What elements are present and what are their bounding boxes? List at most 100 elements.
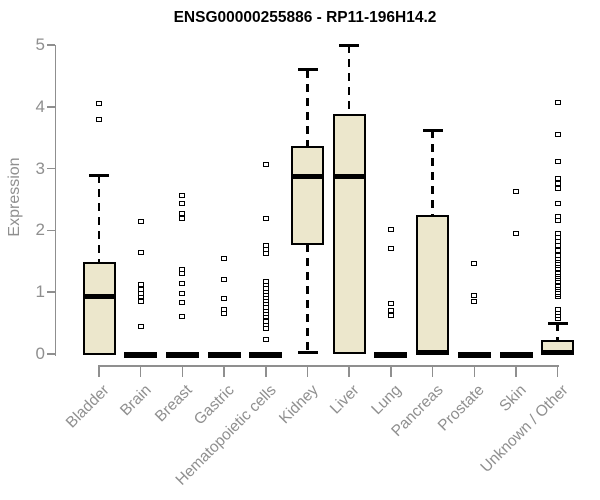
outlier-point [387,227,394,233]
collapsed-box [457,352,491,358]
outlier-point [221,255,228,261]
box [332,113,366,354]
y-axis-label: Expression [6,157,23,237]
x-axis-tick [181,365,184,377]
chart-title: ENSG00000255886 - RP11-196H14.2 [173,9,437,26]
collapsed-box [124,352,158,358]
upper-whisker-cap [547,321,568,325]
y-axis-tick [47,44,55,46]
median-line [541,350,575,356]
outlier-point [262,319,269,325]
outlier-point [554,175,561,181]
outlier-point [179,300,186,306]
outlier-point [96,116,102,122]
outlier-point [471,260,478,266]
outlier-point [387,245,394,251]
outlier-point [179,215,186,221]
y-axis-tick [47,106,55,108]
outlier-point [554,185,561,191]
lower-whisker-cap [297,351,318,355]
median-line [332,173,366,179]
x-axis-tick [306,365,309,377]
y-axis-line [54,44,56,356]
outlier-point [137,287,144,293]
outlier-point [387,312,394,318]
outlier-point [554,180,561,186]
y-tick-label: 3 [35,158,45,178]
outlier-point [221,311,228,317]
x-axis-line [98,365,559,367]
box [82,261,116,355]
outlier-point [554,239,561,245]
outlier-point [137,218,144,224]
y-axis-tick [47,167,55,170]
outlier-point [387,301,394,307]
outlier-point [262,251,269,257]
box [416,215,450,355]
outlier-point [554,218,561,223]
outlier-point [262,242,269,248]
collapsed-box [374,352,408,358]
outlier-point [179,266,186,272]
y-tick-label: 1 [35,282,45,302]
x-axis-tick [473,365,476,377]
outlier-point [262,162,269,168]
outlier-point [513,230,519,236]
upper-whisker-cap [422,128,443,132]
upper-whisker-cap [89,173,109,177]
outlier-point [554,307,561,312]
outlier-point [179,200,186,206]
y-axis-tick [47,353,55,355]
x-axis-tick [390,365,392,377]
outlier-point [179,211,186,217]
outlier-point [179,290,186,296]
y-axis-tick [47,291,55,293]
median-line [291,173,324,179]
collapsed-box [165,352,199,358]
x-axis-tick [98,365,100,377]
upper-whisker-cap [339,43,360,47]
outlier-point [179,281,186,287]
outlier-point [96,101,102,107]
y-tick-label: 4 [35,96,45,116]
outlier-point [262,279,269,285]
upper-whisker [556,323,559,342]
collapsed-box [499,352,533,358]
lower-whisker [306,243,309,353]
outlier-point [221,276,228,282]
outlier-point [179,313,186,319]
x-axis-tick [139,365,142,377]
x-axis-tick [265,365,267,377]
outlier-point [554,230,561,236]
outlier-point [554,213,561,219]
y-tick-label: 0 [35,344,45,363]
y-tick-label: 2 [35,220,45,240]
upper-whisker [431,130,434,217]
outlier-point [262,247,269,253]
outlier-point [387,307,394,313]
upper-whisker-cap [297,68,318,72]
box [291,145,324,245]
outlier-point [137,298,144,304]
median-line [416,349,450,355]
outlier-point [262,215,269,221]
outlier-point [179,271,186,277]
outlier-point [554,200,561,206]
outlier-point [221,307,228,312]
median-line [82,294,116,300]
outlier-point [554,132,561,138]
outlier-point [137,282,144,288]
y-axis-tick [47,229,55,232]
upper-whisker [97,175,101,263]
outlier-point [554,252,561,258]
upper-whisker [306,69,309,147]
x-axis-tick [556,365,559,377]
outlier-point [221,295,228,301]
y-tick-label: 5 [35,35,45,54]
x-axis-tick [431,365,434,377]
x-axis-tick [515,365,517,377]
outlier-point [179,192,186,198]
collapsed-box [207,352,241,358]
outlier-point [137,250,144,256]
